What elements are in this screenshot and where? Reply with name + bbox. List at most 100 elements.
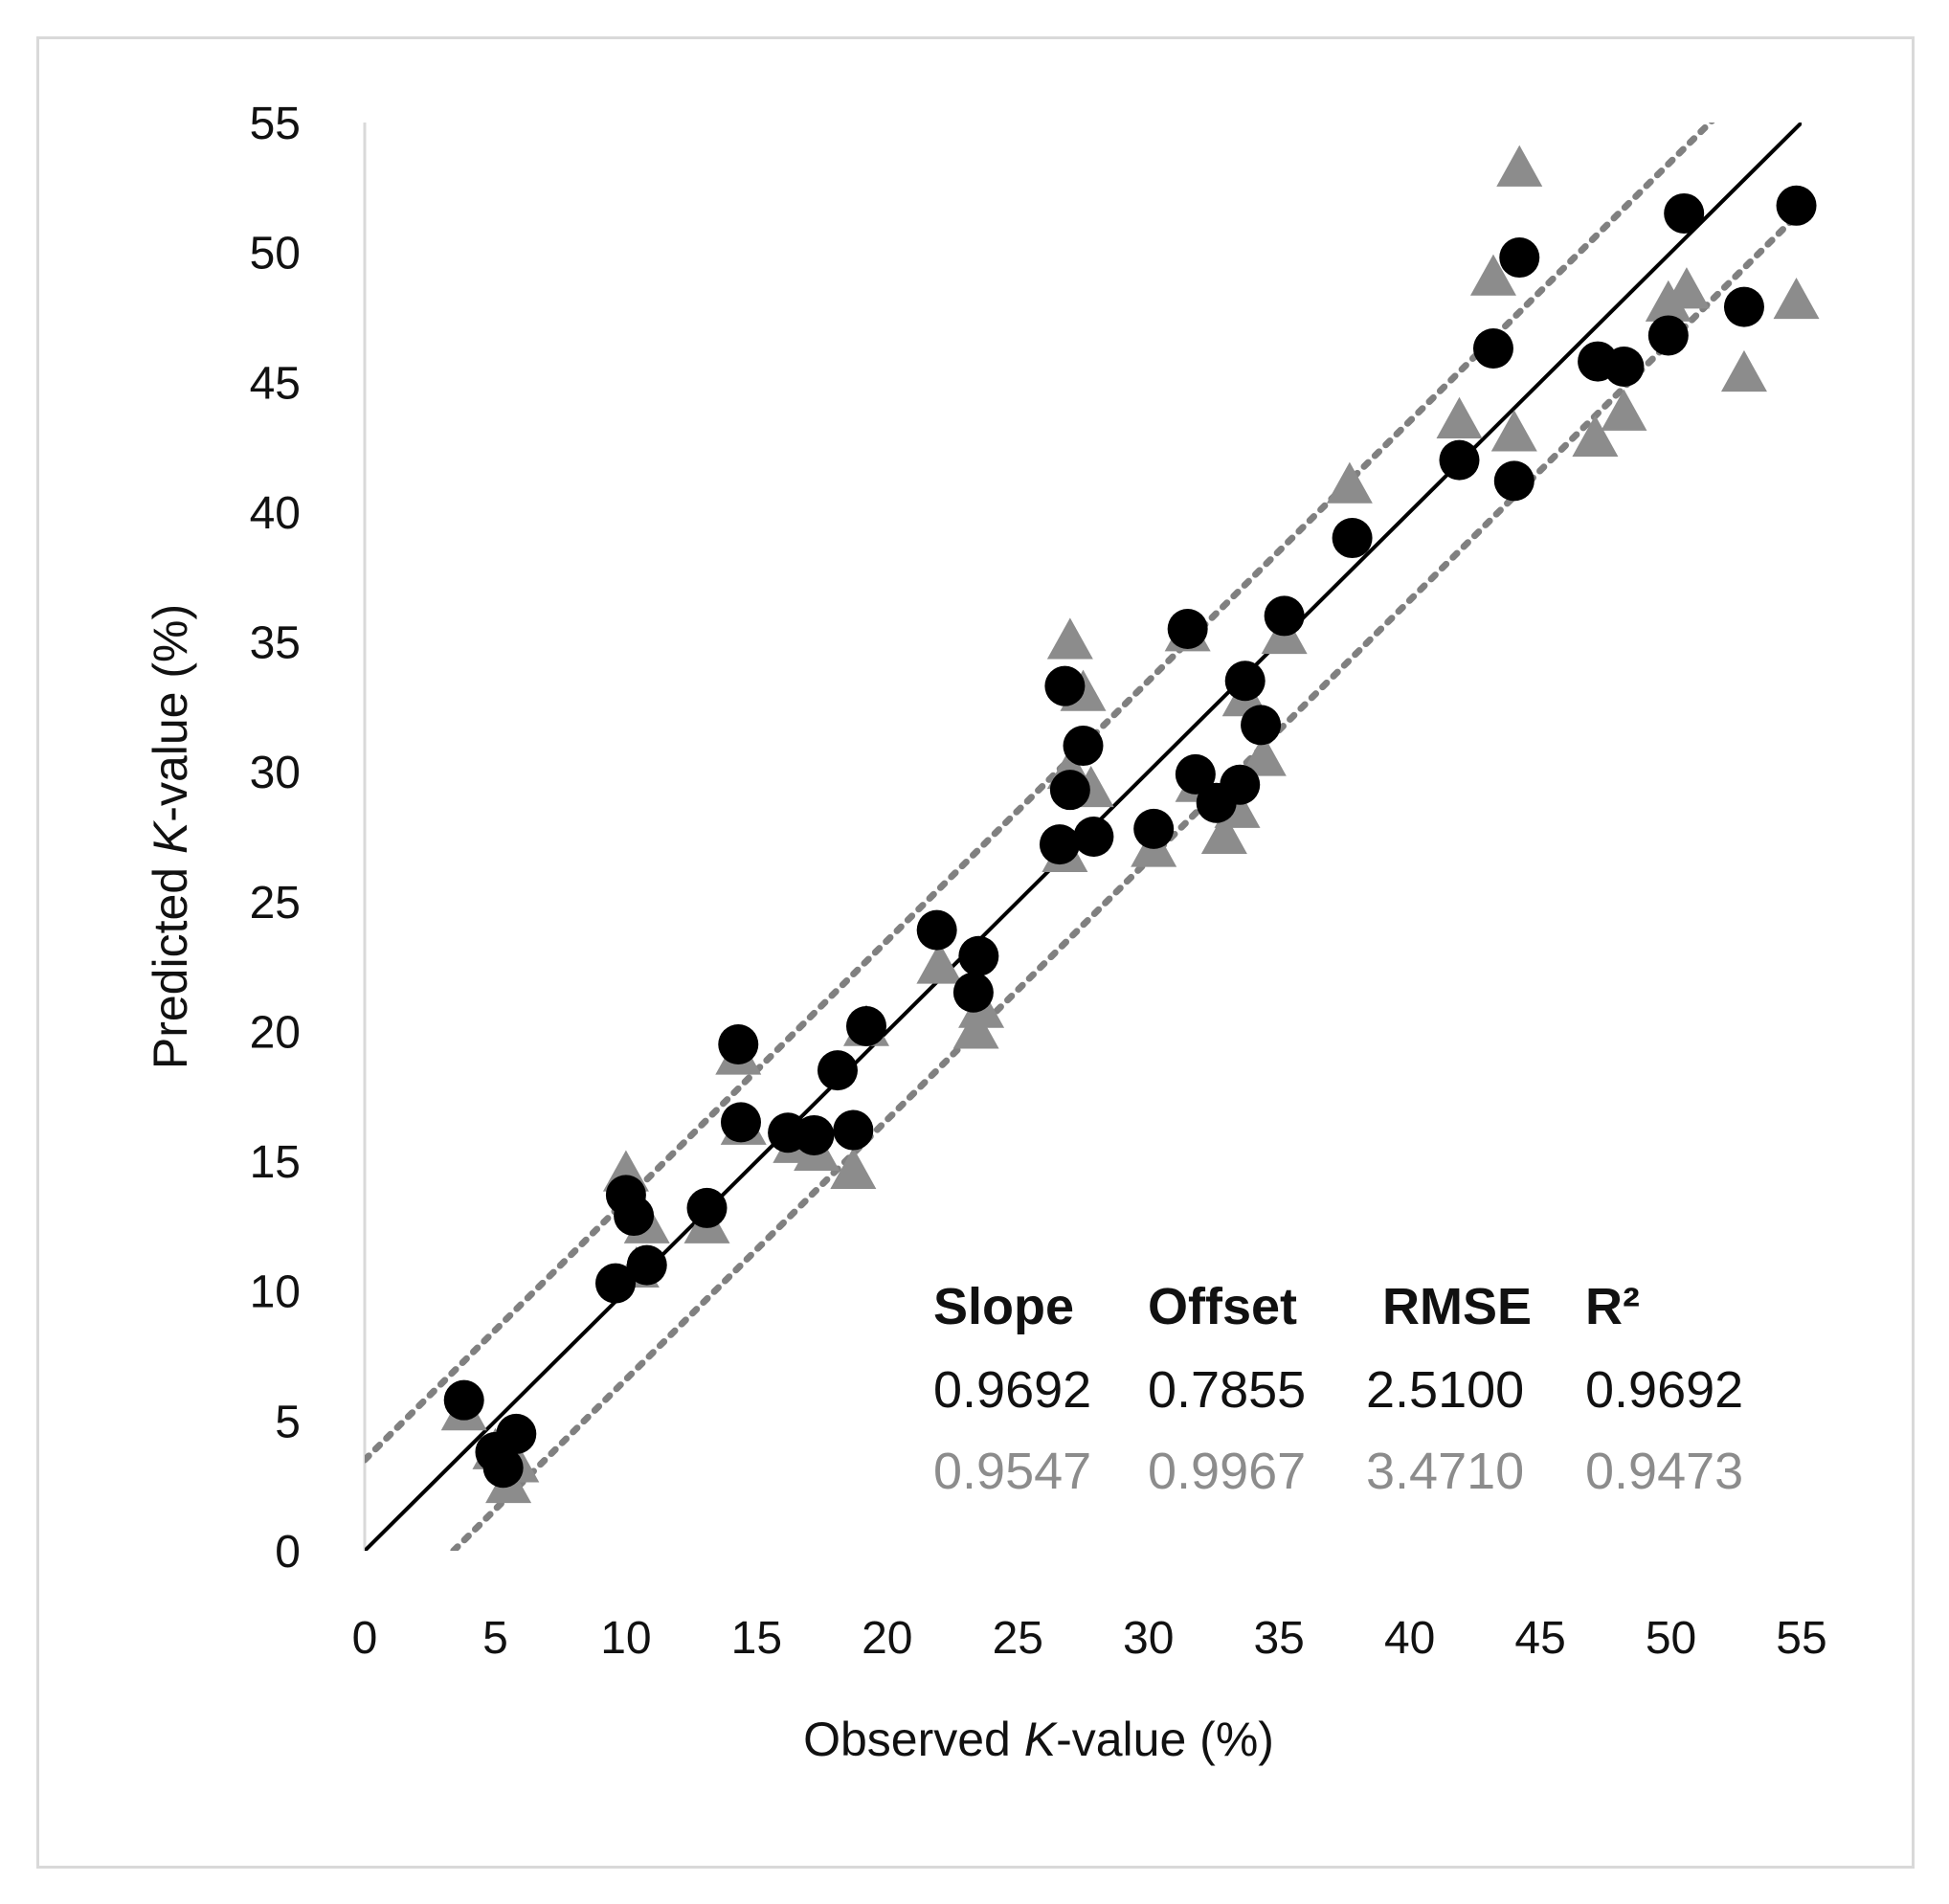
triangle-point [916, 942, 963, 984]
circle-point [626, 1244, 667, 1286]
y-tick-label: 25 [250, 878, 301, 929]
circle-point [1073, 817, 1114, 857]
stats-triangles-slope: 0.9547 [933, 1443, 1091, 1500]
stats-header-rmse: RMSE [1382, 1278, 1532, 1335]
circle-point [1499, 237, 1540, 279]
triangle-point [830, 1147, 877, 1189]
x-tick-label: 30 [1123, 1613, 1174, 1664]
y-tick-label: 0 [275, 1527, 301, 1578]
x-tick-label: 15 [731, 1613, 782, 1664]
triangle-point [1469, 254, 1516, 296]
stats-header-offset: Offset [1148, 1278, 1297, 1335]
stats-row-circles: 0.9692 0.7855 2.5100 0.9692 [933, 1361, 1743, 1419]
circle-point [916, 909, 957, 951]
circle-point [1241, 705, 1282, 746]
y-tick-label: 20 [250, 1007, 301, 1058]
circle-point [1264, 595, 1305, 637]
y-axis-title: Predicted K-value (%) [144, 604, 197, 1069]
circle-point [817, 1050, 858, 1091]
stats-circles-offset: 0.7855 [1148, 1361, 1306, 1419]
circle-point [1332, 518, 1373, 559]
x-tick-label: 10 [600, 1613, 651, 1664]
circle-point [1224, 661, 1266, 702]
x-tick-label: 20 [862, 1613, 912, 1664]
circle-point [1723, 286, 1764, 327]
stats-triangles-rmse: 3.4710 [1366, 1443, 1524, 1500]
x-axis-title: Observed K-value (%) [803, 1713, 1274, 1766]
bound-line [450, 207, 1802, 1551]
y-tick-label: 55 [250, 99, 301, 149]
series-circles [443, 185, 1817, 1489]
circle-point [1472, 328, 1513, 370]
stats-row-triangles: 0.9547 0.9967 3.4710 0.9473 [933, 1443, 1743, 1500]
triangle-point [1720, 349, 1767, 392]
triangle-point [1572, 414, 1619, 457]
triangle-point [1663, 267, 1710, 309]
circle-point [1647, 315, 1689, 356]
y-tick-label: 30 [250, 748, 301, 798]
circle-point [1220, 764, 1261, 805]
x-tick-label: 5 [482, 1613, 508, 1664]
bound-line [365, 123, 1715, 1464]
stats-header-r2: R² [1585, 1278, 1640, 1335]
triangle-point [1601, 389, 1647, 431]
triangle-point [1200, 812, 1247, 854]
triangle-point [1326, 461, 1373, 504]
circle-point [1175, 753, 1216, 795]
circle-point [1133, 808, 1175, 849]
triangle-point [1490, 410, 1537, 452]
x-tick-label: 40 [1384, 1613, 1435, 1664]
circle-point [1439, 439, 1480, 481]
stats-triangles-offset: 0.9967 [1148, 1443, 1306, 1500]
y-tick-label: 10 [250, 1267, 301, 1318]
stats-circles-slope: 0.9692 [933, 1361, 1091, 1419]
y-tick-labels: 0 5 10 15 20 25 30 35 40 45 50 55 [250, 99, 301, 1578]
stats-circles-r2: 0.9692 [1585, 1361, 1743, 1419]
triangle-point [1436, 396, 1483, 438]
circle-point [1776, 185, 1817, 226]
circle-point [1167, 608, 1208, 649]
circle-point [594, 1263, 636, 1304]
circle-point [794, 1114, 835, 1155]
circle-point [1063, 726, 1104, 767]
triangle-point [1240, 734, 1287, 776]
triangle-point [1046, 617, 1093, 660]
circle-point [833, 1109, 874, 1151]
circle-point [614, 1196, 655, 1237]
y-tick-label: 5 [275, 1397, 301, 1447]
circle-point [952, 972, 994, 1013]
circle-point [720, 1102, 761, 1143]
circle-point [718, 1024, 759, 1065]
circle-point [1049, 770, 1090, 811]
circle-point [482, 1447, 524, 1489]
triangle-point [1496, 145, 1543, 187]
stats-header-row: Slope Offset RMSE R² [933, 1278, 1640, 1335]
circle-point [1039, 824, 1080, 865]
circle-point [496, 1413, 537, 1454]
y-tick-label: 45 [250, 358, 301, 409]
y-tick-label: 40 [250, 488, 301, 539]
circle-point [1603, 346, 1645, 387]
stats-circles-rmse: 2.5100 [1366, 1361, 1524, 1419]
circle-point [1664, 192, 1705, 234]
circle-point [1044, 665, 1086, 706]
circle-point [1493, 460, 1535, 502]
x-tick-label: 0 [352, 1613, 378, 1664]
stats-triangles-r2: 0.9473 [1585, 1443, 1743, 1500]
stats-table: Slope Offset RMSE R² 0.9692 0.7855 2.510… [933, 1278, 1743, 1500]
circle-point [958, 935, 999, 976]
x-tick-labels: 0 5 10 15 20 25 30 35 40 45 50 55 [352, 1613, 1827, 1664]
y-tick-label: 15 [250, 1137, 301, 1188]
x-tick-label: 35 [1253, 1613, 1304, 1664]
circle-point [443, 1379, 484, 1421]
x-tick-label: 25 [993, 1613, 1043, 1664]
x-tick-label: 45 [1514, 1613, 1565, 1664]
triangle-point [1773, 277, 1820, 320]
y-tick-label: 50 [250, 229, 301, 280]
circle-point [845, 1006, 886, 1047]
triangle-point [952, 1007, 999, 1049]
circle-point [686, 1187, 728, 1228]
y-tick-label: 35 [250, 618, 301, 669]
x-tick-label: 50 [1646, 1613, 1696, 1664]
